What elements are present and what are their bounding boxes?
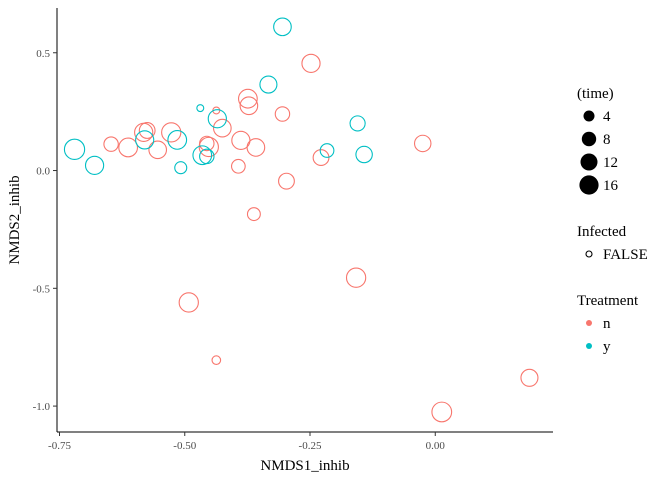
y-ticks: -1.0 -0.5 0.0 0.5	[33, 48, 57, 413]
infected-legend: Infected FALSE	[577, 224, 648, 263]
size-legend-title: (time)	[577, 86, 614, 102]
y-tick-label: -1.0	[33, 401, 51, 413]
data-point-y	[192, 145, 213, 166]
x-axis-title: NMDS1_inhib	[260, 458, 349, 474]
size-legend-key	[579, 175, 599, 195]
data-point-n	[274, 106, 291, 122]
size-legend-label: 8	[603, 132, 611, 148]
data-point-y	[319, 143, 335, 158]
data-point-y	[174, 161, 188, 175]
treatment-legend-label: n	[603, 316, 611, 332]
data-point-n	[301, 53, 321, 73]
size-legend-label: 16	[603, 178, 619, 194]
treatment-legend-items: ny	[586, 316, 611, 355]
data-point-y	[84, 155, 105, 175]
size-legend-key	[580, 153, 598, 171]
x-tick-label: -0.25	[299, 440, 322, 452]
x-tick-label: -0.75	[48, 440, 71, 452]
data-point-y	[349, 115, 366, 132]
data-point-n	[118, 137, 139, 158]
size-legend: (time) 4 8 12 16	[577, 86, 619, 195]
infected-legend-title: Infected	[577, 224, 627, 240]
data-point-n	[239, 96, 259, 116]
data-point-y	[135, 130, 155, 150]
treatment-legend: Treatment ny	[577, 293, 639, 355]
data-point-n	[237, 88, 258, 109]
y-tick-label: 0.5	[36, 48, 50, 60]
treatment-legend-key	[586, 343, 592, 349]
size-legend-items: 4 8 12 16	[579, 109, 619, 195]
treatment-legend-label: y	[603, 339, 611, 355]
x-ticks: -0.75 -0.50 -0.25 0.00	[48, 432, 445, 452]
data-point-y	[207, 109, 227, 129]
infected-legend-label: FALSE	[603, 247, 648, 263]
axes: -0.75 -0.50 -0.25 0.00 -1.0 -0.5 0.0 0.5	[33, 8, 553, 452]
data-point-n	[431, 401, 453, 423]
x-tick-label: 0.00	[426, 440, 446, 452]
treatment-legend-key	[586, 320, 592, 326]
data-point-n	[211, 355, 222, 366]
data-point-y	[355, 145, 373, 164]
infected-legend-key	[585, 250, 593, 258]
data-point-y	[63, 138, 86, 160]
data-point-n	[413, 134, 432, 153]
y-tick-label: 0.0	[36, 166, 50, 178]
data-point-n	[212, 118, 232, 138]
data-point-n	[178, 292, 199, 313]
data-point-y	[196, 104, 205, 113]
data-point-n	[520, 368, 539, 387]
data-point-n	[278, 172, 295, 190]
data-point-y	[167, 130, 188, 150]
treatment-legend-title: Treatment	[577, 293, 639, 309]
plot-points	[63, 17, 539, 423]
size-legend-key	[583, 110, 595, 122]
data-point-n	[148, 140, 168, 160]
data-point-n	[161, 122, 182, 143]
data-point-n	[198, 136, 219, 158]
data-point-y	[199, 148, 215, 165]
legend: (time) 4 8 12 16 Infected FALSE Treatment n…	[577, 86, 648, 355]
size-legend-label: 4	[603, 109, 611, 125]
size-legend-label: 12	[603, 155, 618, 171]
data-point-n	[246, 207, 261, 222]
data-point-n	[134, 122, 154, 142]
x-tick-label: -0.50	[173, 440, 196, 452]
data-point-n	[103, 136, 119, 152]
size-legend-key	[581, 131, 597, 147]
data-point-n	[345, 267, 367, 288]
data-point-n	[138, 122, 156, 139]
data-point-n	[246, 138, 266, 157]
y-axis-title: NMDS2_inhib	[7, 175, 23, 264]
infected-legend-items: FALSE	[585, 247, 648, 263]
data-point-n	[230, 158, 246, 174]
y-tick-label: -0.5	[33, 283, 51, 295]
data-point-y	[273, 17, 292, 37]
data-point-y	[259, 75, 278, 94]
